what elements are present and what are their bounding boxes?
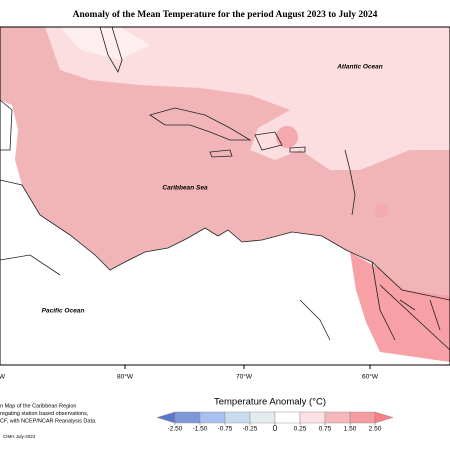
legend-tick-label: 0 [273, 424, 278, 433]
coastline [0, 179, 450, 301]
legend-tick-label: 1.50 [344, 426, 357, 433]
border [0, 254, 450, 351]
legend-swatch [299, 411, 326, 424]
map-label: Atlantic Ocean [336, 64, 383, 71]
legend-arrow [156, 411, 176, 424]
credit: CIMH July-2024 [3, 434, 36, 439]
legend-swatch [349, 411, 376, 424]
land [0, 100, 450, 365]
legend-swatch [224, 411, 251, 424]
legend-swatch [249, 411, 276, 424]
title: Anomaly of the Mean Temperature for the … [73, 10, 378, 20]
longitude-label: 60°W [362, 373, 379, 381]
legend: -2.50 -1.50 -0.75 -0.25 0 0.25 0.75 1.50 2.50 [156, 411, 394, 433]
legend-swatch [199, 411, 226, 424]
legend-arrow [374, 411, 394, 424]
legend-tick-label: 2.50 [369, 426, 382, 433]
legend-tick-label: -0.75 [218, 426, 233, 433]
legend-tick-label: -2.50 [168, 426, 183, 433]
map-label: Pacific Ocean [42, 308, 85, 315]
hotspot [374, 204, 388, 218]
hotspot [276, 126, 298, 148]
coastline [99, 26, 123, 73]
legend-tick-label: 0.75 [319, 426, 332, 433]
map-frame [0, 26, 450, 366]
coastline [299, 149, 441, 341]
footnote-line: regating station based observations, [0, 411, 89, 417]
light-zone [45, 27, 450, 170]
map: Atlantic Ocean Caribbean Sea Pacific Oce… [0, 26, 450, 366]
map-label: Caribbean Sea [162, 185, 208, 192]
legend-swatch [274, 411, 301, 424]
longitude-label: 70°W [236, 373, 253, 381]
longitude-labels: 90°W 80°W 70°W 60°W [0, 365, 379, 381]
legend-tick-label: -0.25 [243, 426, 258, 433]
footnote: n Map of the Caribbean Region regating st… [0, 403, 97, 424]
coastline [209, 131, 306, 158]
longitude-label: 90°W [0, 373, 6, 381]
coastline [0, 99, 13, 151]
footnote-line: CF, with NCEP/NCAR Reanalysis Data. [0, 418, 97, 424]
coastline [149, 107, 252, 141]
legend-swatch [324, 411, 351, 424]
legend-swatch [174, 411, 201, 424]
legend-tick-label: 0.25 [294, 426, 307, 433]
legend-title: Temperature Anomaly (°C) [214, 397, 326, 408]
longitude-label: 80°W [117, 373, 134, 381]
legend-tick-label: -1.50 [193, 426, 208, 433]
footnote-line: n Map of the Caribbean Region [0, 403, 76, 409]
